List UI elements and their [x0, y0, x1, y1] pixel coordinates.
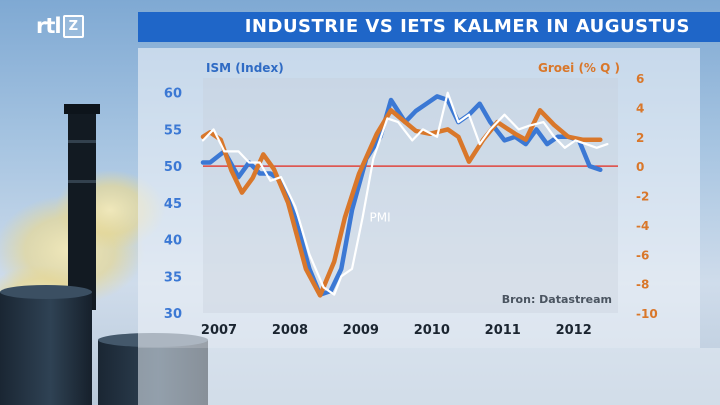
logo-z-box: Z — [62, 14, 85, 38]
title-bar: INDUSTRIE VS IETS KALMER IN AUGUSTUS — [138, 12, 720, 42]
right-tick-label: 6 — [636, 72, 644, 86]
x-tick-label: 2008 — [272, 323, 308, 338]
x-tick-label: 2012 — [556, 323, 592, 338]
right-tick-label: 0 — [636, 160, 644, 174]
left-tick-label: 45 — [164, 197, 182, 212]
series-line-ism — [200, 94, 603, 297]
right-tick-label: -8 — [636, 278, 649, 292]
lower-band — [138, 348, 720, 405]
logo-rtl-text: rtl — [36, 14, 62, 38]
left-tick-label: 40 — [164, 234, 182, 249]
chart-panel — [138, 48, 700, 348]
right-tick-label: -2 — [636, 190, 649, 204]
left-axis-label: ISM (Index) — [206, 61, 284, 75]
series-line-groei — [200, 108, 603, 298]
x-tick-label: 2007 — [201, 323, 237, 338]
series-annotation-pmi: PMI — [370, 211, 391, 225]
rtlz-logo: rtl Z — [36, 14, 85, 38]
plot-area — [203, 78, 618, 313]
right-tick-label: 2 — [636, 131, 644, 145]
x-tick-label: 2009 — [343, 323, 379, 338]
chart-title: INDUSTRIE VS IETS KALMER IN AUGUSTUS — [244, 16, 690, 37]
right-tick-label: -4 — [636, 219, 649, 233]
left-tick-label: 60 — [164, 87, 182, 102]
source-note: Bron: Datastream — [502, 293, 612, 306]
left-tick-label: 50 — [164, 160, 182, 175]
x-tick-label: 2011 — [485, 323, 521, 338]
right-tick-label: 4 — [636, 101, 644, 115]
right-axis-label: Groei (% Q ) — [538, 61, 620, 75]
left-tick-label: 55 — [164, 123, 182, 138]
left-tick-label: 30 — [164, 307, 182, 322]
right-tick-label: -10 — [636, 307, 658, 321]
x-tick-label: 2010 — [414, 323, 450, 338]
left-tick-label: 35 — [164, 270, 182, 285]
series-line-pmi — [201, 91, 609, 296]
right-tick-label: -6 — [636, 248, 649, 262]
